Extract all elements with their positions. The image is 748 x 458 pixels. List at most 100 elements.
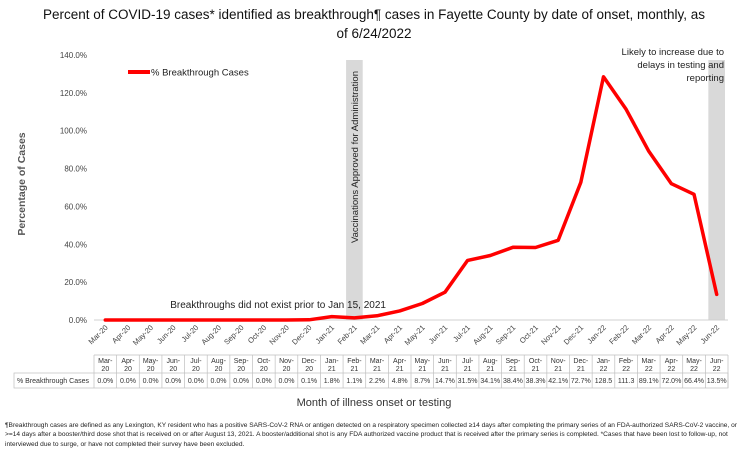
data-point	[285, 318, 288, 322]
table-value: 0.0%	[211, 378, 227, 385]
table-series-name: % Breakthrough Cases	[17, 378, 89, 385]
y-tick-label: 120.0%	[60, 89, 87, 98]
table-value: 1.8%	[324, 378, 340, 385]
table-value: 1.1%	[346, 378, 362, 385]
table-category: Dec-	[573, 358, 588, 365]
table-category: 21	[328, 366, 336, 373]
footnote: ¶Breakthrough cases are defined as any L…	[5, 422, 737, 448]
y-tick-label: 0.0%	[69, 316, 87, 325]
data-point	[375, 314, 379, 318]
x-tick-label: Dec-20	[290, 323, 313, 346]
table-category: Mar-	[98, 358, 113, 365]
x-tick-label: Sep-20	[222, 323, 245, 346]
table-value: 38.4%	[503, 378, 523, 385]
table-category: May-	[415, 358, 431, 365]
table-value: 128.5	[595, 378, 613, 385]
x-tick-label: Mar-21	[358, 323, 381, 346]
table-category: 21	[396, 366, 404, 373]
x-tick-label: Mar-22	[630, 323, 653, 346]
table-value: 4.8%	[392, 378, 408, 385]
x-tick-label: Jan-22	[585, 323, 608, 346]
table-category: 21	[532, 366, 540, 373]
table-category: May-	[686, 358, 702, 365]
data-point	[670, 182, 673, 185]
table-category: 22	[622, 366, 630, 373]
data-point	[511, 246, 515, 249]
table-value: 14.7%	[435, 378, 455, 385]
data-point	[262, 318, 266, 322]
x-tick-label: Feb-22	[607, 323, 630, 346]
table-category: Jun-	[710, 358, 724, 365]
table-category: 20	[147, 366, 155, 373]
table-category: 22	[645, 366, 653, 373]
table-value: 0.0%	[256, 378, 272, 385]
band-label: reporting	[687, 73, 725, 84]
table-category: 22	[690, 366, 698, 373]
table-value: 72.7%	[571, 378, 591, 385]
table-category: Apr-	[121, 358, 135, 365]
table-value: 13.5%	[707, 378, 727, 385]
table-value: 89.1%	[639, 378, 659, 385]
x-tick-label: Aug-21	[471, 323, 494, 346]
table-category: 21	[554, 366, 562, 373]
table-category: Jan-	[597, 358, 611, 365]
data-point	[466, 259, 469, 262]
table-category: Mar-	[642, 358, 657, 365]
table-value: 34.1%	[480, 378, 500, 385]
table-category: Feb-	[347, 358, 362, 365]
table-category: Aug-	[483, 358, 498, 365]
x-tick-label: Dec-21	[562, 323, 585, 346]
table-category: Nov-	[551, 358, 566, 365]
x-tick-label: Nov-20	[267, 323, 290, 346]
table-category: 20	[237, 366, 245, 373]
data-point	[647, 150, 650, 153]
y-tick-label: 60.0%	[64, 202, 87, 211]
x-tick-label: Nov-21	[539, 323, 562, 346]
table-value: 42.1%	[548, 378, 568, 385]
data-point	[443, 290, 447, 294]
table-value: 31.5%	[458, 378, 478, 385]
table-category: Jun-	[438, 358, 452, 365]
data-point	[579, 181, 583, 184]
table-value: 0.0%	[278, 378, 294, 385]
table-category: 21	[577, 366, 585, 373]
x-tick-label: Sep-21	[494, 323, 517, 346]
data-point	[556, 239, 560, 242]
table-value: 8.7%	[414, 378, 430, 385]
band-label: delays in testing and	[637, 60, 724, 71]
data-point	[217, 318, 220, 322]
table-category: 20	[101, 366, 109, 373]
table-value: 0.0%	[233, 378, 249, 385]
x-tick-label: Apr-20	[110, 323, 132, 345]
table-value: 111.3	[618, 378, 635, 385]
table-value: 66.4%	[684, 378, 704, 385]
chart-title: Percent of COVID-19 cases* identified as…	[42, 7, 706, 41]
x-tick-label: Feb-21	[336, 323, 359, 346]
data-point	[398, 309, 401, 313]
data-point	[715, 293, 718, 296]
y-axis-title: Percentage of Cases	[16, 132, 28, 235]
y-tick-label: 80.0%	[64, 165, 87, 174]
table-category: 20	[305, 366, 313, 373]
table-category: Aug-	[211, 358, 226, 365]
table-category: 20	[215, 366, 223, 373]
table-value: 0.0%	[143, 378, 159, 385]
data-point	[307, 318, 311, 322]
table-value: 0.0%	[165, 378, 181, 385]
table-value: 2.2%	[369, 378, 385, 385]
table-value: 0.0%	[97, 378, 113, 385]
data-point	[172, 318, 175, 322]
data-point	[534, 246, 537, 249]
table-category: Nov-	[279, 358, 294, 365]
table-category: Jun-	[166, 358, 180, 365]
data-point	[624, 108, 628, 111]
x-tick-label: May-22	[674, 323, 698, 347]
y-tick-label: 140.0%	[60, 51, 87, 60]
data-point	[104, 318, 107, 322]
data-point	[194, 318, 198, 322]
y-tick-label: 100.0%	[60, 127, 87, 136]
table-category: Oct-	[529, 358, 543, 365]
data-point	[602, 75, 605, 78]
band-label: Vaccinations Approved for Administration	[350, 71, 361, 243]
table-value: 0.0%	[188, 378, 204, 385]
